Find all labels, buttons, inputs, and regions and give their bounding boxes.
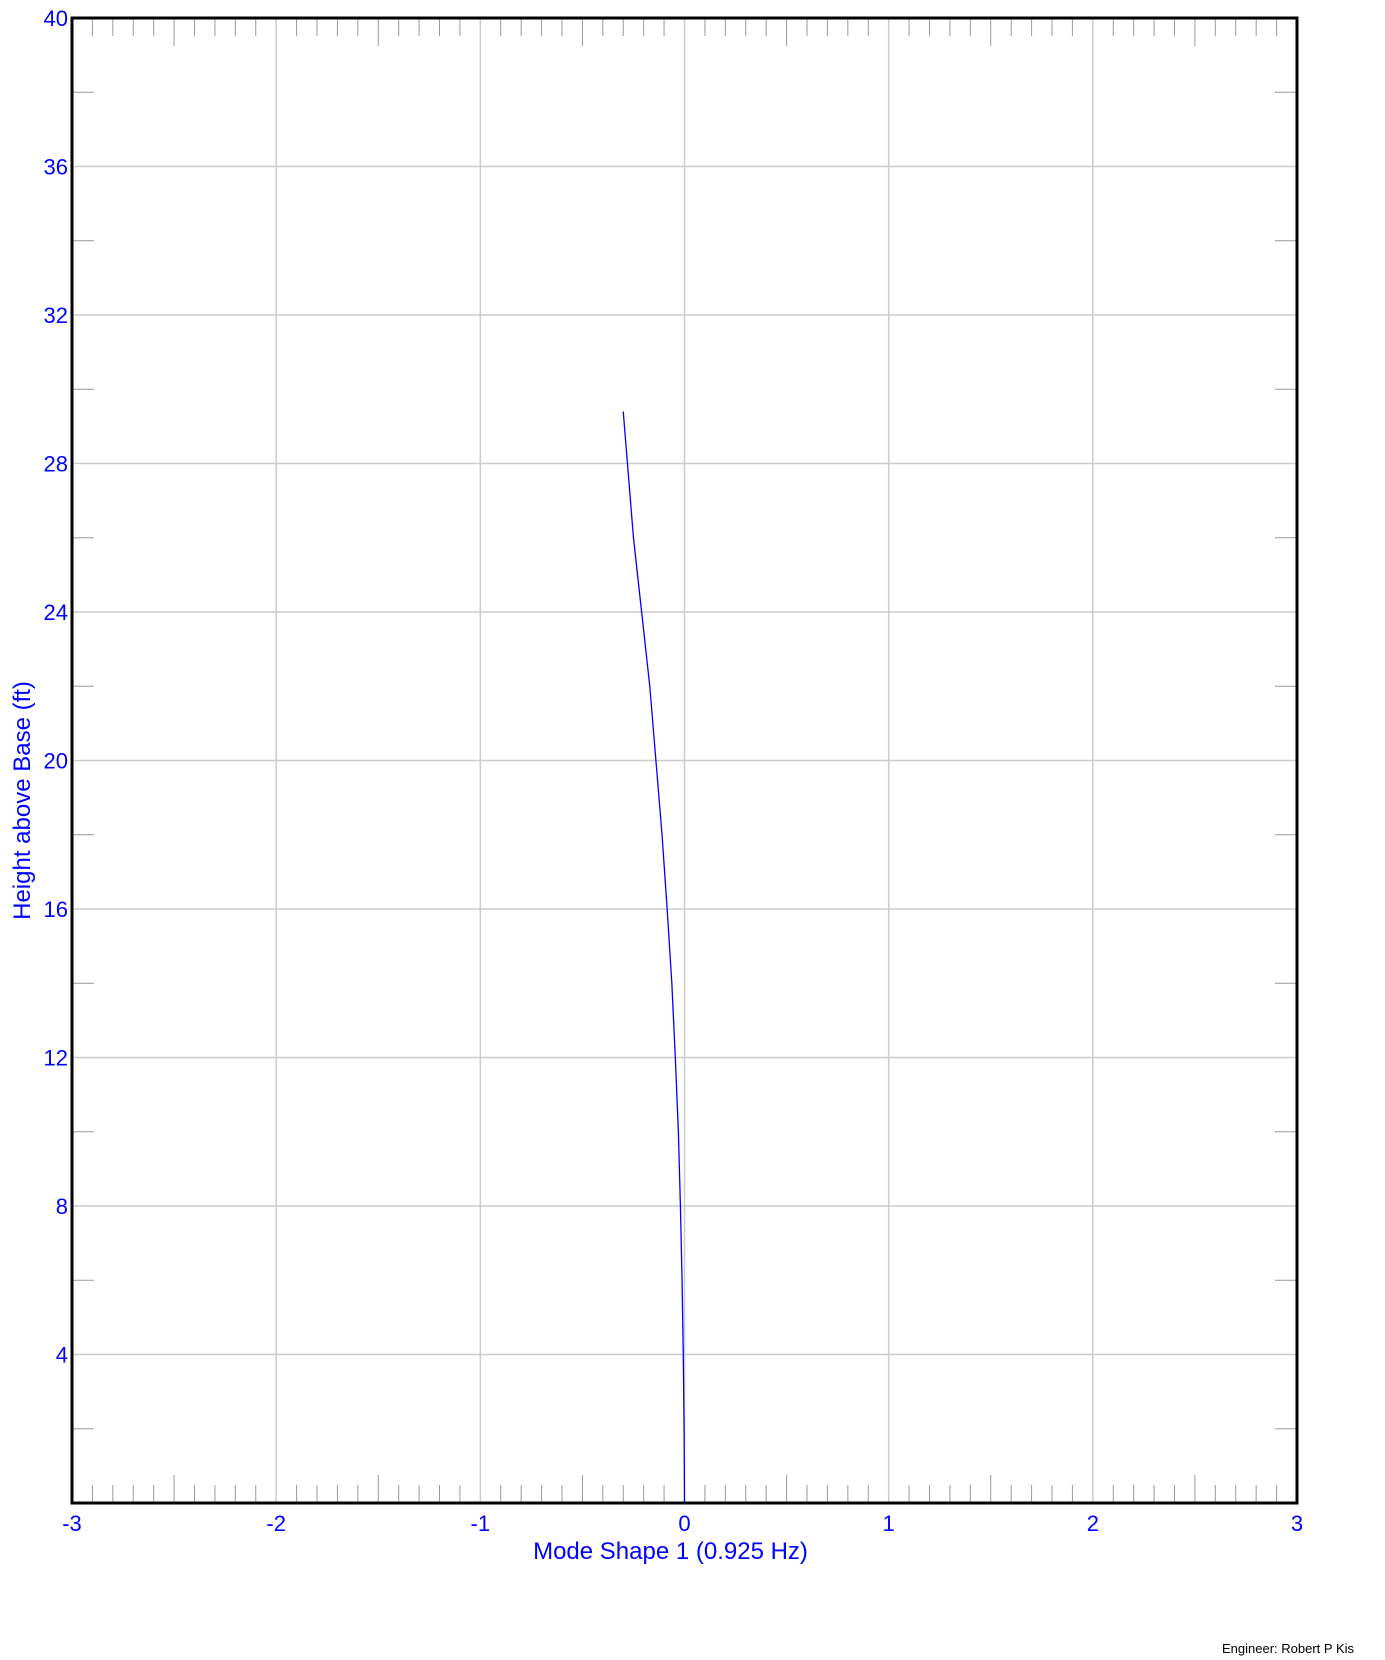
engineer-credit: Engineer: Robert P Kis: [1222, 1641, 1354, 1656]
y-tick-label-6: 28: [44, 452, 68, 477]
series-layer: [622, 411, 686, 1504]
x-tick-label-3: 0: [678, 1511, 690, 1536]
x-tick-labels: -3 -2 -1 0 1 2 3: [62, 1511, 1303, 1536]
x-tick-label-1: -2: [266, 1511, 286, 1536]
y-tick-label-9: 40: [44, 6, 68, 31]
y-tick-label-1: 8: [56, 1194, 68, 1219]
y-tick-label-5: 24: [44, 600, 68, 625]
x-tick-label-0: -3: [62, 1511, 82, 1536]
y-tick-label-3: 16: [44, 897, 68, 922]
y-tick-label-8: 36: [44, 155, 68, 180]
y-axis-title: Height above Base (ft): [9, 681, 36, 920]
x-tick-label-6: 3: [1291, 1511, 1303, 1536]
plot-frame: [70, 16, 1299, 1505]
y-tick-label-7: 32: [44, 303, 68, 328]
x-tick-label-5: 2: [1087, 1511, 1099, 1536]
series-line-0: [622, 411, 686, 1504]
y-tick-label-0: 4: [56, 1343, 68, 1368]
x-axis-title: Mode Shape 1 (0.925 Hz): [533, 1538, 808, 1565]
y-tick-label-2: 12: [44, 1046, 68, 1071]
y-tick-labels: 4 8 12 16 20 24 28 32 36 40: [44, 6, 68, 1368]
x-tick-label-2: -1: [471, 1511, 491, 1536]
x-tick-label-4: 1: [883, 1511, 895, 1536]
grid-lines: [72, 18, 1297, 1503]
y-tick-label-4: 20: [44, 749, 68, 774]
minor-ticks: [72, 18, 1297, 1503]
